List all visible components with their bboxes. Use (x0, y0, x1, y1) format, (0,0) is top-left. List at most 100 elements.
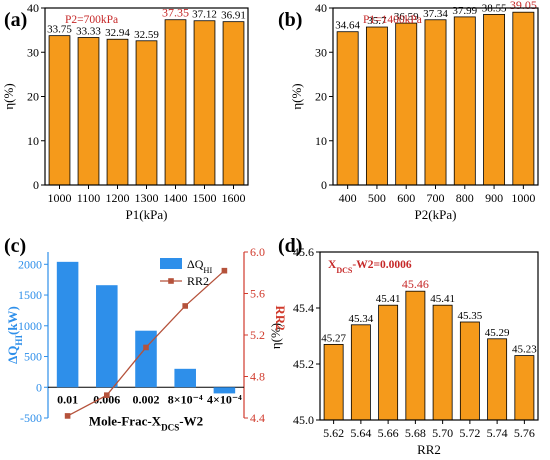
rr2-marker (64, 413, 71, 419)
y-tick-label: 45.2 (293, 357, 314, 371)
right-tick-label: 4.8 (250, 370, 265, 384)
bar (395, 22, 418, 186)
y-axis-label: η(%) (1, 83, 16, 109)
x-tick-label: 5.62 (323, 426, 344, 440)
x-axis-label: P2(kPa) (415, 207, 457, 222)
x-axis-label-main: Mole-Frac-X (89, 413, 162, 428)
data-label: 34.64 (335, 20, 360, 32)
left-axis-label-sub: HI (14, 335, 24, 346)
bar (174, 368, 196, 388)
x-tick-label: 5.70 (432, 426, 453, 440)
y-tick-label: 45.4 (293, 301, 314, 315)
bar (164, 19, 187, 186)
panel-0: 0 10 20 30 40 33.75 1000 33.33 1100 32.94 1200 32.5… (1, 1, 249, 222)
bar (193, 20, 216, 186)
plot-frame (44, 7, 249, 186)
y-tick-label: 20 (315, 90, 327, 104)
y-tick-label: 45.0 (293, 413, 314, 427)
rr2-marker (221, 267, 228, 274)
bar (336, 31, 359, 186)
y-tick-label: 10 (315, 134, 327, 148)
bar (459, 321, 480, 421)
bar (487, 338, 508, 421)
legend-entry-bar: ΔQHI (187, 257, 212, 275)
left-tick-label: 1500 (18, 288, 42, 302)
panel-label: (d) (278, 235, 302, 257)
annotation: P2=700kPa (65, 14, 118, 26)
bar (405, 290, 426, 421)
right-tick-label: 5.6 (250, 287, 265, 301)
data-label: 35.7 (367, 15, 387, 27)
left-tick-label: 500 (24, 350, 42, 364)
x-tick-label: 5.68 (405, 426, 426, 440)
x-tick-label: 1500 (193, 191, 217, 205)
bar (365, 26, 388, 186)
bar (483, 14, 506, 186)
y-tick-label: 40 (315, 1, 327, 15)
x-tick-label: 1000 (48, 191, 72, 205)
data-label: 32.59 (134, 29, 159, 41)
data-label: 45.27 (321, 332, 346, 344)
y-tick-label: 30 (315, 45, 327, 59)
bar (323, 343, 344, 421)
data-label: 36.59 (394, 11, 419, 23)
x-axis-label-sub: DCS (161, 422, 179, 432)
x-tick-label: 700 (427, 191, 445, 205)
y-tick-label: 0 (321, 178, 327, 192)
bar (56, 261, 79, 388)
bar (77, 37, 100, 186)
y-tick-label: 40 (27, 1, 39, 15)
right-tick-label: 6.0 (250, 245, 265, 259)
x-tick-label: 5.76 (514, 426, 535, 440)
x-tick-label: 1100 (77, 191, 101, 205)
right-tick-label: 4.4 (250, 411, 265, 425)
rr2-marker (182, 303, 188, 309)
panel-3: 45.0 45.2 45.4 45.6 45.27 5.62 45.34 5.64 45.41 5… (268, 235, 539, 457)
plot-frame (319, 251, 539, 421)
data-label: 45.29 (485, 327, 510, 339)
x-tick-label: 900 (485, 191, 503, 205)
x-tick-label: 0.006 (93, 392, 120, 406)
data-label: 45.34 (349, 313, 374, 325)
legend-swatch-marker (168, 278, 174, 284)
bar (135, 330, 157, 388)
data-label: 45.23 (512, 344, 537, 356)
panel-2: -500 0 500 1000 1500 2000 4.4 4.8 5.2 5.6 6.0 0.01 0… (4, 235, 288, 432)
bar (424, 19, 447, 186)
legend-entry-bar-sub: HI (203, 266, 212, 275)
right-axis-label: RR2 (273, 305, 288, 330)
data-label: 45.41 (376, 293, 401, 305)
data-label: 33.33 (76, 26, 101, 38)
x-axis-label: P1(kPa) (126, 207, 168, 222)
data-label: 37.35 (162, 6, 189, 20)
x-tick-label: 0.01 (57, 392, 78, 406)
x-tick-label: 8×10⁻⁴ (168, 392, 203, 406)
y-tick-label: 0 (33, 178, 39, 192)
x-tick-label: 1000 (511, 191, 535, 205)
x-tick-label: 5.66 (378, 426, 399, 440)
left-tick-label: -500 (20, 411, 42, 425)
bar (350, 324, 371, 421)
data-label: 45.46 (402, 277, 429, 291)
left-axis-label-main: ΔQ (5, 346, 20, 364)
annotation-suffix: -W2=0.0006 (352, 259, 412, 271)
bar (222, 21, 245, 186)
x-axis-label: Mole-Frac-XDCS-W2 (89, 413, 203, 432)
y-tick-label: 45.6 (293, 245, 314, 259)
rr2-marker (143, 344, 149, 351)
plot-frame (332, 7, 539, 186)
x-axis-label-suffix: -W2 (179, 413, 203, 428)
y-axis-label: η(%) (289, 83, 304, 109)
x-tick-label: 5.72 (459, 426, 480, 440)
data-label: 36.91 (221, 10, 246, 22)
x-axis-label: RR2 (417, 442, 441, 457)
data-label: 32.94 (105, 27, 130, 39)
annotation: P1=1400kPa (363, 14, 422, 26)
panel-label: (c) (4, 235, 26, 257)
y-axis-label: η(%) (268, 323, 283, 349)
x-tick-label: 4×10⁻⁴ (207, 392, 242, 406)
left-axis-label-suffix: (kW) (5, 306, 20, 335)
annotation: XDCS-W2=0.0006 (328, 259, 412, 275)
panel-label: (b) (278, 9, 302, 31)
